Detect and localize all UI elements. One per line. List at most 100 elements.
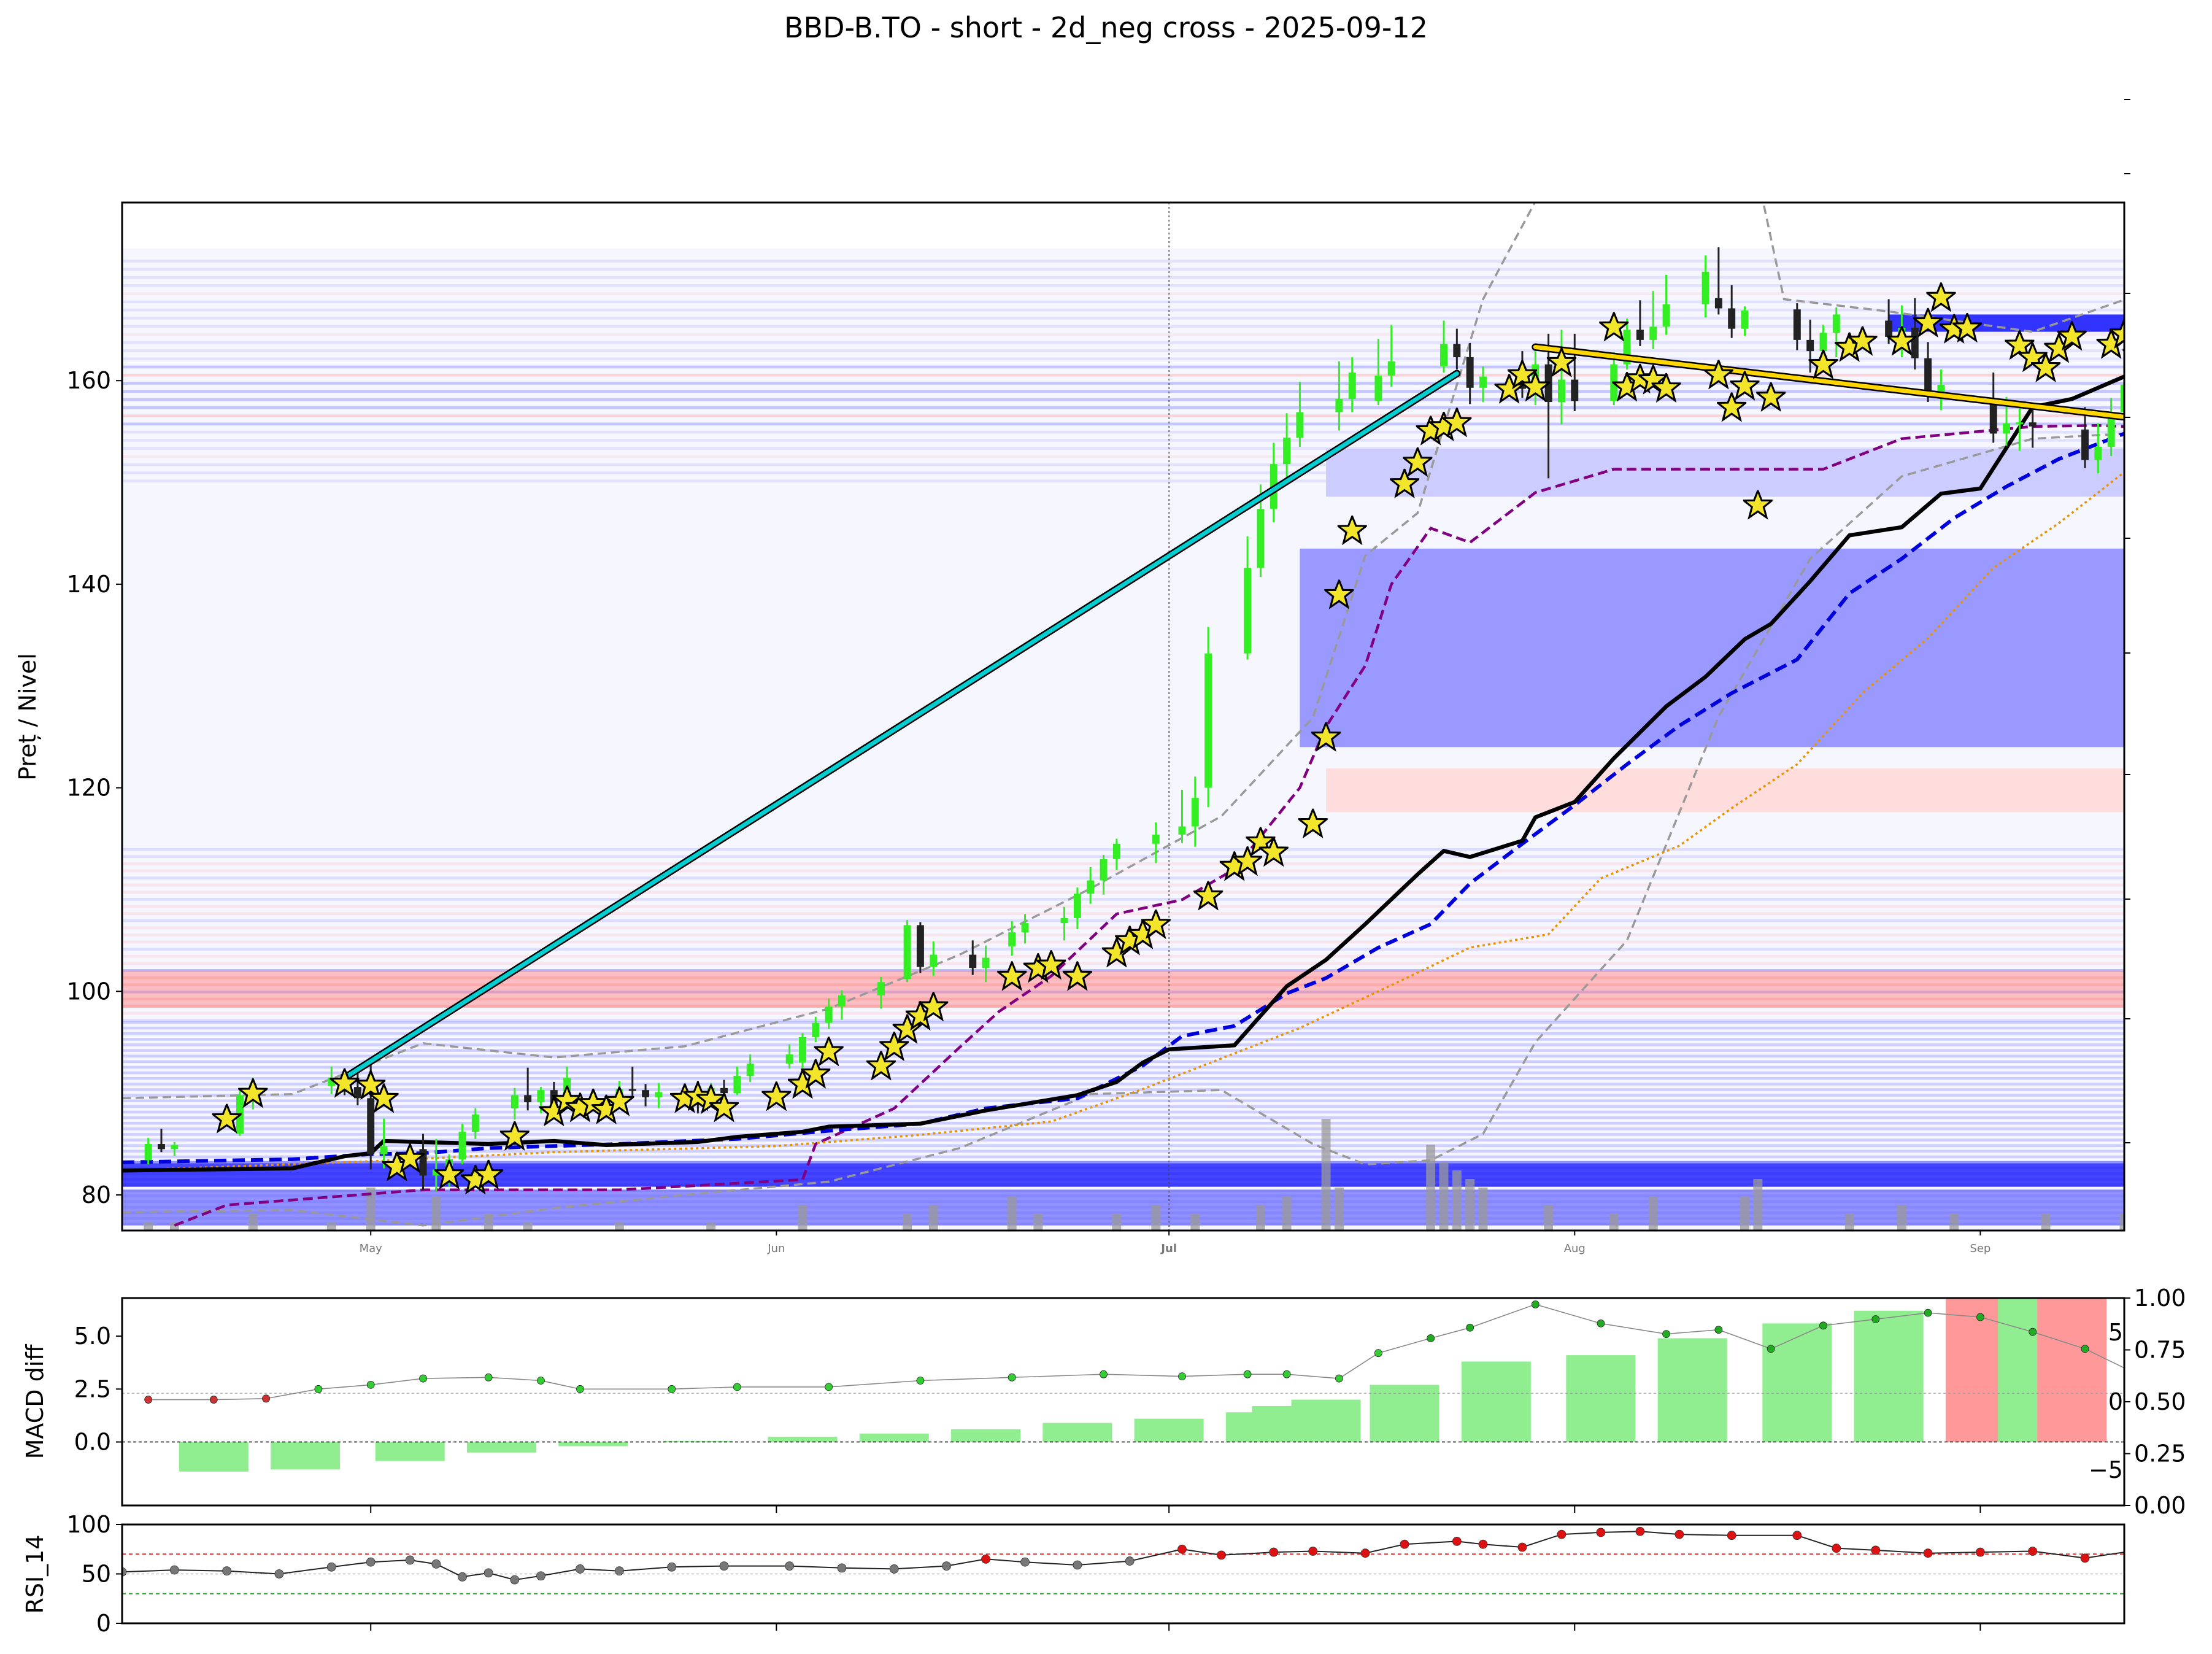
profile-band (122, 883, 2124, 887)
candle-body (1466, 357, 1474, 388)
profile-band (122, 926, 2124, 930)
profile-band (122, 325, 2124, 328)
rsi-point (1596, 1528, 1606, 1537)
rsi-point (2028, 1547, 2038, 1556)
profile-band (122, 414, 2124, 417)
price-zone (1326, 449, 2124, 497)
profile-band (122, 1110, 2124, 1114)
rsi-point (1832, 1544, 1841, 1553)
candle-body (1008, 932, 1016, 947)
rsi-point (1269, 1547, 1279, 1557)
macd-point (1597, 1319, 1605, 1327)
macd-hist-bar (951, 1429, 1021, 1442)
price-zone (122, 971, 2124, 1008)
macd-point (314, 1385, 323, 1393)
candle-down (1636, 300, 1644, 346)
macd-point (1466, 1323, 1474, 1332)
macd-point (262, 1394, 270, 1403)
volume-bar (1426, 1145, 1436, 1231)
candle-body (930, 954, 938, 967)
macd-inner-tick-label: −5 (2089, 1456, 2123, 1483)
candle-body (655, 1092, 663, 1097)
macd-point (1662, 1330, 1670, 1339)
price-axis-tick-label: 80 (82, 1181, 111, 1208)
rsi-point (1557, 1529, 1567, 1539)
candle-up (1073, 887, 1081, 930)
profile-band (122, 341, 2124, 344)
rsi-point (1792, 1531, 1802, 1540)
profile-band (122, 357, 2124, 361)
volume-bar (1544, 1205, 1554, 1231)
candle-body (2016, 422, 2024, 425)
candle-body (812, 1022, 820, 1037)
candle-down (419, 1134, 427, 1190)
profile-band (122, 1150, 2124, 1153)
profile-band (122, 284, 2124, 287)
rsi-point (981, 1554, 990, 1564)
profile-band (122, 260, 2124, 263)
price-axes: 80 100 120 140 160 May Jun Jul Aug Sep (66, 99, 2130, 1255)
rsi-point (1177, 1544, 1187, 1554)
chart-title: BBD-B.TO - short - 2d_neg cross - 2025-0… (784, 11, 1428, 44)
macd-axis-title: MACD diff (21, 1344, 48, 1459)
candle-up (1335, 361, 1343, 431)
profile-band (122, 898, 2124, 901)
volume-bar (928, 1205, 938, 1231)
price-zone (1300, 548, 2124, 748)
candle-up (1440, 320, 1447, 373)
macd-point (484, 1373, 493, 1382)
candle-body (1924, 358, 1932, 392)
candle-body (2121, 384, 2124, 412)
profile-band (122, 333, 2124, 336)
rsi-point (667, 1562, 677, 1572)
candle-body (144, 1144, 152, 1161)
macd-point (1178, 1372, 1186, 1381)
volume-bar (1112, 1213, 1122, 1231)
macd-axis-tick-label: 2.5 (74, 1375, 111, 1402)
rsi-point (889, 1564, 899, 1574)
candle-down (158, 1129, 165, 1153)
candle-up (1832, 307, 1840, 358)
profile-band (122, 439, 2124, 442)
candle-body (1911, 327, 1919, 358)
profile-band (122, 912, 2124, 915)
candle-up (432, 1138, 440, 1192)
candle-body (1112, 843, 1120, 859)
rsi-point (1923, 1548, 1933, 1558)
candle-body (1728, 308, 1736, 329)
candle-up (825, 998, 833, 1029)
profile-band (122, 1032, 2124, 1035)
candle-up (1937, 369, 1945, 411)
candle-body (458, 1132, 466, 1159)
profile-band (122, 969, 2124, 972)
candle-up (2121, 376, 2124, 423)
macd-point (537, 1377, 545, 1385)
rsi-point (2080, 1553, 2090, 1563)
candle-body (2094, 447, 2102, 460)
candle-up (1649, 291, 1657, 349)
macd-inner-tick-label: 0 (2108, 1388, 2123, 1415)
profile-band (122, 382, 2124, 385)
volume-bar (1282, 1196, 1292, 1231)
candle-up (1479, 366, 1487, 403)
profile-band (122, 919, 2124, 922)
macd-point (1008, 1373, 1016, 1382)
candle-body (171, 1145, 179, 1150)
volume-bar (706, 1222, 716, 1231)
candle-down (642, 1084, 650, 1107)
rsi-point (1073, 1560, 1082, 1570)
candle-up (1152, 822, 1160, 864)
candle-body (1557, 379, 1565, 403)
candle-body (1257, 509, 1265, 568)
candle-body (419, 1149, 427, 1176)
date-axis-tick-label: Jul (1160, 1242, 1177, 1255)
macd-hist-bar (768, 1436, 838, 1442)
candle-body (158, 1144, 165, 1150)
profile-band (122, 1043, 2124, 1046)
profile-band (122, 479, 2124, 483)
candle-body (799, 1037, 806, 1063)
candle-up (838, 990, 846, 1020)
volume-bar (1255, 1205, 1265, 1231)
profile-band (122, 1054, 2124, 1058)
